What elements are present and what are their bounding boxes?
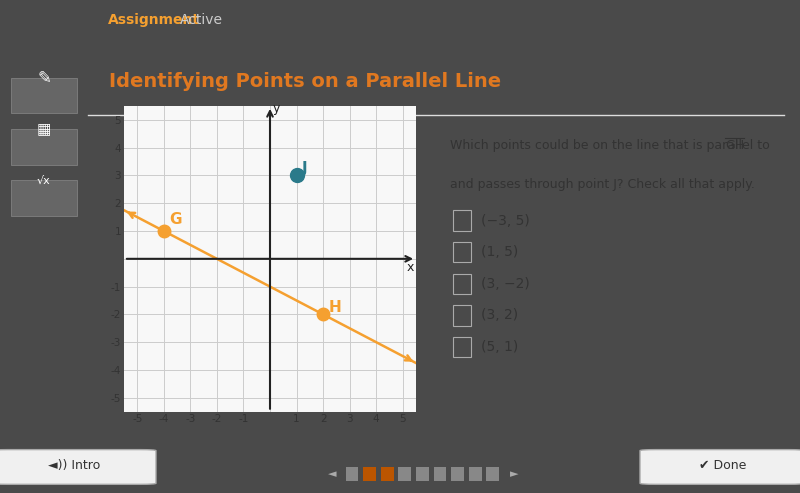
Bar [454, 305, 471, 325]
Bar [416, 467, 429, 481]
Bar [454, 242, 471, 262]
Text: (5, 1): (5, 1) [482, 340, 518, 354]
Text: (3, 2): (3, 2) [482, 308, 518, 322]
Text: ►: ► [510, 469, 518, 479]
Text: ◄)) Intro: ◄)) Intro [48, 459, 101, 472]
Text: and passes through point J? Check all that apply.: and passes through point J? Check all th… [450, 178, 754, 191]
FancyBboxPatch shape [0, 450, 156, 484]
Text: ✎: ✎ [37, 69, 51, 87]
Text: Active: Active [180, 13, 223, 27]
Text: Assignment: Assignment [108, 13, 200, 27]
Text: G: G [169, 212, 182, 227]
Text: H: H [328, 300, 341, 315]
Bar [434, 467, 446, 481]
Bar [469, 467, 482, 481]
Bar [10, 180, 78, 216]
Text: (−3, 5): (−3, 5) [482, 213, 530, 228]
Bar [398, 467, 411, 481]
Bar [363, 467, 376, 481]
Bar [346, 467, 358, 481]
Text: √x: √x [37, 176, 51, 185]
Bar [10, 129, 78, 165]
Text: J: J [302, 161, 307, 176]
Bar [454, 337, 471, 357]
Text: Which points could be on the line that is parallel to: Which points could be on the line that i… [450, 139, 770, 152]
Text: (3, −2): (3, −2) [482, 277, 530, 291]
Text: ◄: ◄ [328, 469, 336, 479]
Bar [486, 467, 499, 481]
FancyBboxPatch shape [640, 450, 800, 484]
Bar [381, 467, 394, 481]
Text: GH: GH [725, 139, 744, 152]
Text: (1, 5): (1, 5) [482, 245, 518, 259]
Text: ✔ Done: ✔ Done [698, 459, 746, 472]
Bar [451, 467, 464, 481]
Text: y: y [273, 102, 280, 114]
Text: x: x [407, 261, 414, 274]
Bar [454, 211, 471, 231]
Text: Identifying Points on a Parallel Line: Identifying Points on a Parallel Line [109, 72, 501, 91]
Bar [10, 78, 78, 113]
Bar [454, 274, 471, 294]
Text: ▦: ▦ [37, 122, 51, 137]
